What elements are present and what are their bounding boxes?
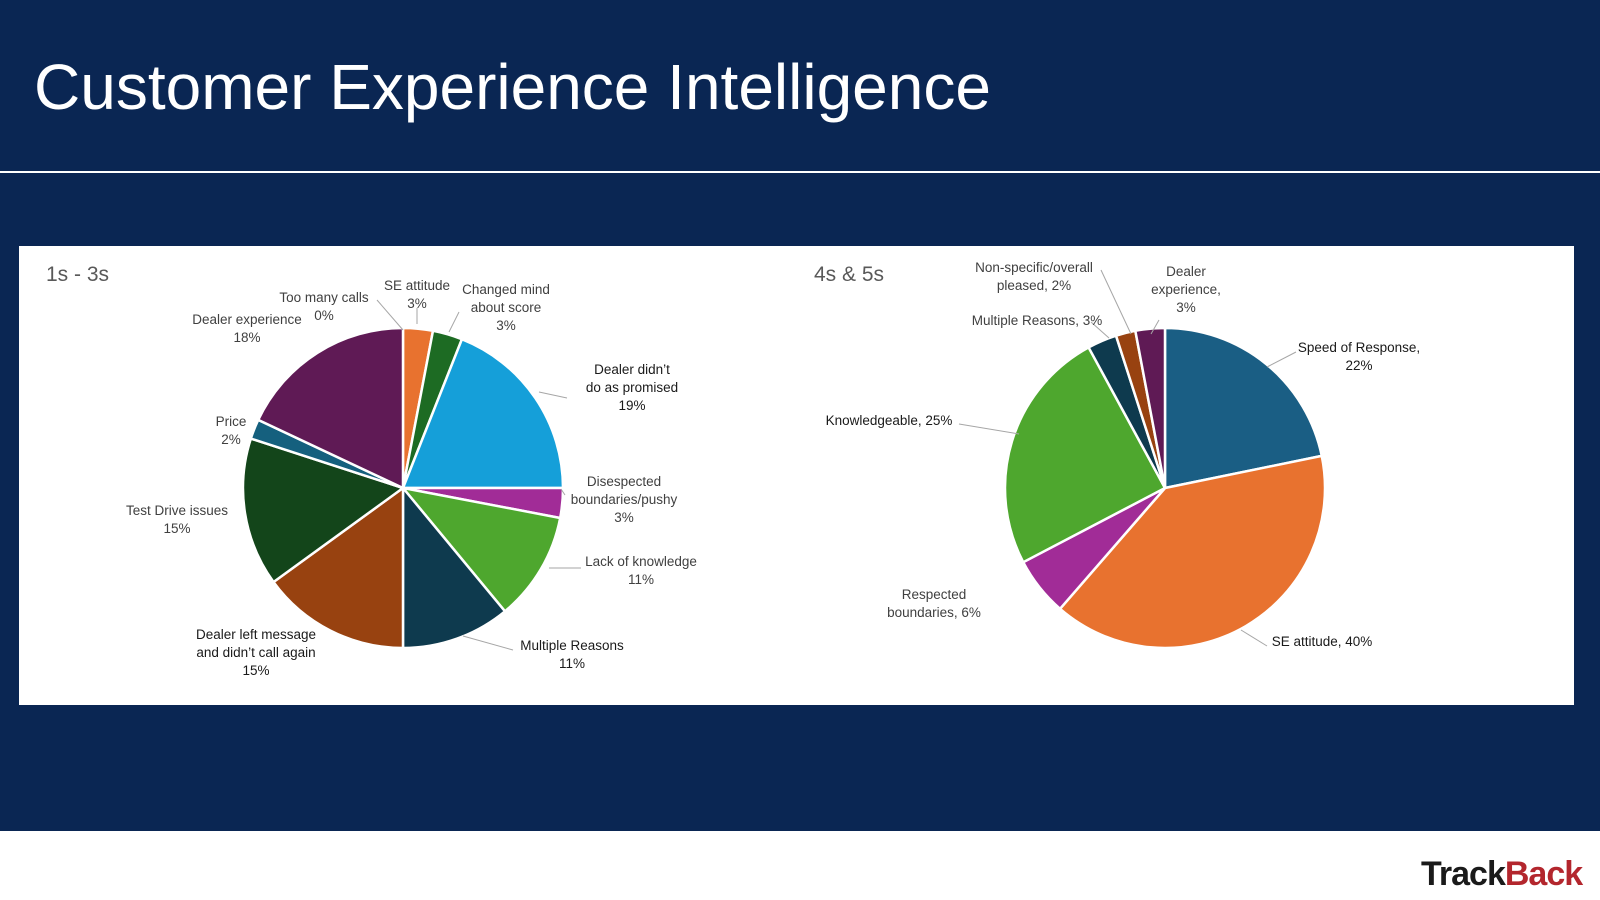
data-label-line: Multiple Reasons, 3%: [972, 313, 1103, 328]
data-label-line: 15%: [163, 521, 190, 536]
leader-line: [538, 391, 568, 399]
trackback-logo: Track Back: [1421, 854, 1583, 893]
data-label-test-drive-issues: Test Drive issues 15%: [126, 503, 228, 536]
leader-line: [1090, 321, 1110, 339]
data-label-line: Test Drive issues: [126, 503, 228, 518]
data-label-line: 18%: [233, 330, 260, 345]
data-label-line: Changed mind: [462, 282, 550, 297]
data-label-line: Speed of Response,: [1298, 340, 1420, 355]
chart-title-4s-5s: 4s & 5s: [814, 263, 884, 286]
pie-slice-dealer-left-message-and-didn-t-call-again: [271, 485, 405, 650]
data-label-line: Respected: [902, 587, 967, 602]
data-label-line: Lack of knowledge: [585, 554, 697, 569]
leader-line: [376, 299, 404, 331]
slide-title: Customer Experience Intelligence: [34, 51, 991, 123]
data-label-dealer-didn-t-do-as-promised: Dealer didn’t do as promised 19%: [586, 362, 678, 413]
data-label-line: about score: [471, 300, 542, 315]
leader-line: [958, 423, 1020, 435]
data-label-line: Knowledgeable, 25%: [826, 413, 953, 428]
data-label-line: Dealer left message: [196, 627, 316, 642]
pie-slice-dealer-experience: [1133, 326, 1167, 489]
data-label-line: 22%: [1345, 358, 1372, 373]
data-label-dealer-left-message-and-didn-t-call-again: Dealer left message and didn’t call again…: [196, 627, 316, 678]
leader-line: [462, 635, 514, 651]
logo-text-track: Track: [1421, 854, 1506, 893]
data-label-line: 3%: [407, 296, 427, 311]
data-label-dealer-experience: Dealer experience, 3%: [1151, 264, 1221, 315]
data-label-speed-of-response: Speed of Response, 22%: [1298, 340, 1420, 373]
pie-slice-lack-of-knowledge: [399, 486, 562, 614]
data-label-line: Too many calls: [279, 290, 369, 305]
data-label-line: and didn’t call again: [196, 645, 315, 660]
data-label-dealer-experience: Dealer experience 18%: [192, 312, 302, 345]
data-label-multiple-reasons: Multiple Reasons, 3%: [972, 313, 1103, 328]
data-label-line: Dealer experience: [192, 312, 302, 327]
pie-slice-speed-of-response: [1163, 326, 1324, 490]
data-label-line: Multiple Reasons: [520, 638, 624, 653]
data-label-line: Dealer didn’t: [594, 362, 670, 377]
data-label-multiple-reasons: Multiple Reasons 11%: [520, 638, 624, 671]
data-label-line: 3%: [614, 510, 634, 525]
data-label-line: Price: [216, 414, 247, 429]
data-label-line: pleased, 2%: [997, 278, 1071, 293]
logo-text-back: Back: [1504, 854, 1583, 893]
data-label-price: Price 2%: [216, 414, 247, 447]
pie-charts: 1s - 3s 4s & 5s SE attitude 3%Changed min…: [46, 260, 1420, 678]
data-label-non-specific-overall-pleased: Non-specific/overall pleased, 2%: [975, 260, 1093, 293]
data-label-line: 0%: [314, 308, 334, 323]
chart-panel: 1s - 3s 4s & 5s SE attitude 3% Changed min…: [19, 246, 1574, 705]
data-label-se-attitude: SE attitude, 40%: [1272, 634, 1373, 649]
data-label-line: 19%: [618, 398, 645, 413]
data-label-line: 3%: [496, 318, 516, 333]
data-label-line: 2%: [221, 432, 241, 447]
pie-slice-dealer-didn-t-do-as-promised: [401, 337, 565, 490]
data-label-line: SE attitude: [384, 278, 450, 293]
leader-line: [1150, 319, 1160, 335]
leader-line: [448, 311, 460, 333]
data-label-line: Non-specific/overall: [975, 260, 1093, 275]
data-label-line: 11%: [559, 656, 585, 671]
pie-slice-se-attitude: [1058, 454, 1327, 650]
data-label-line: 15%: [242, 663, 269, 678]
data-label-line: do as promised: [586, 380, 678, 395]
data-label-line: Dealer: [1166, 264, 1206, 279]
leader-line: [1240, 629, 1268, 647]
data-label-too-many-calls: Too many calls 0%: [279, 290, 369, 323]
data-label-lack-of-knowledge: Lack of knowledge 11%: [585, 554, 697, 587]
leader-line: [560, 488, 566, 496]
pie-slice-dealer-experience: [256, 326, 405, 490]
data-label-line: 11%: [628, 572, 654, 587]
pie-slice-multiple-reasons: [401, 484, 507, 650]
data-label-line: boundaries, 6%: [887, 605, 981, 620]
title-divider: [0, 171, 1600, 173]
pie-chart-4s-5s: Speed of Response, 22% SE attitude, 40% Res…: [826, 260, 1420, 650]
pie-slice-test-drive-issues: [241, 436, 406, 584]
pie-chart-1s-3s: SE attitude 3% Changed mind about score 3% De…: [126, 278, 697, 678]
leader-line: [1266, 351, 1297, 368]
data-label-line: Disespected: [587, 474, 661, 489]
data-label-se-attitude: SE attitude 3%: [384, 278, 450, 311]
data-label-line: 3%: [1176, 300, 1196, 315]
data-label-knowledgeable: Knowledgeable, 25%: [826, 413, 953, 428]
pie-slice-knowledgeable: [1003, 345, 1167, 564]
chart-title-1s-3s: 1s - 3s: [46, 263, 109, 286]
data-label-changed-mind-about-score: Changed mind about score 3%: [462, 282, 550, 333]
data-label-disespected-boundaries-pushy: Disespected boundaries/pushy 3%: [571, 474, 678, 525]
data-label-line: experience,: [1151, 282, 1221, 297]
data-label-line: SE attitude, 40%: [1272, 634, 1373, 649]
data-label-respected-boundaries: Respected boundaries, 6%: [887, 587, 981, 620]
leader-line: [1100, 269, 1132, 335]
data-label-line: boundaries/pushy: [571, 492, 678, 507]
